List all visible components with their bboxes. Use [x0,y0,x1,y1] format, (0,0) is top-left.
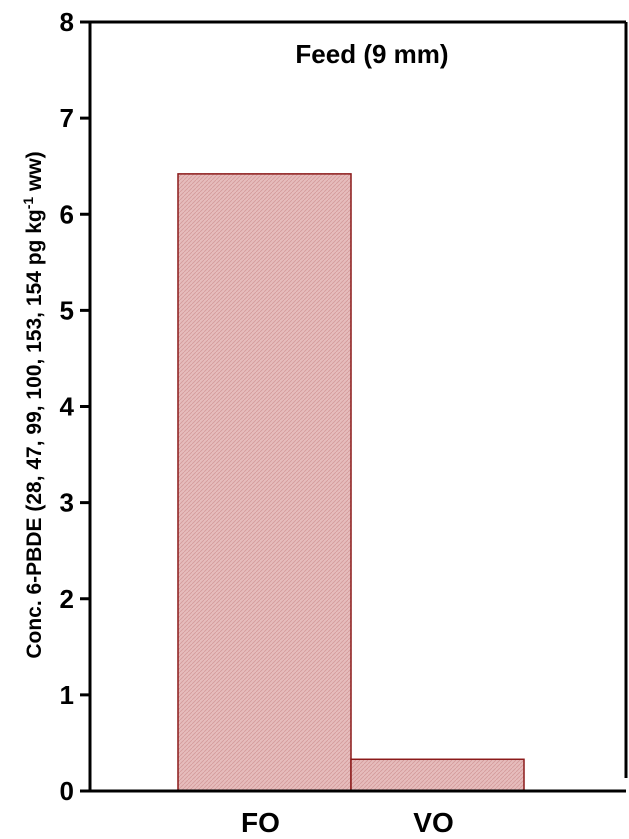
x-category-label: FO [241,807,280,838]
bar-vo [350,758,525,792]
y-tick-label: 4 [60,392,75,422]
y-tick-label: 5 [60,295,74,325]
bars-group [177,173,525,792]
y-tick-label: 8 [60,7,74,37]
chart-title: Feed (9 mm) [295,39,448,69]
y-tick-label: 3 [60,488,74,518]
axes-group [88,20,628,793]
x-category-label: VO [413,807,453,838]
x-category-labels: FO VO [241,807,454,838]
y-tick-label: 2 [60,584,74,614]
bar-fo [177,173,352,792]
y-ticks-group: 0 1 2 3 4 5 6 7 8 [60,7,90,806]
y-axis-label-tail: ww) [23,151,46,197]
y-axis-label-superscript: -1 [20,197,36,210]
y-axis-label-main: Conc. 6-PBDE (28, 47, 99, 100, 153, 154 … [23,209,46,658]
y-tick-label: 0 [60,776,74,806]
y-tick-label: 6 [60,199,74,229]
y-axis-label: Conc. 6-PBDE (28, 47, 99, 100, 153, 154 … [20,151,46,658]
y-tick-label: 7 [60,103,74,133]
y-tick-label: 1 [60,680,74,710]
